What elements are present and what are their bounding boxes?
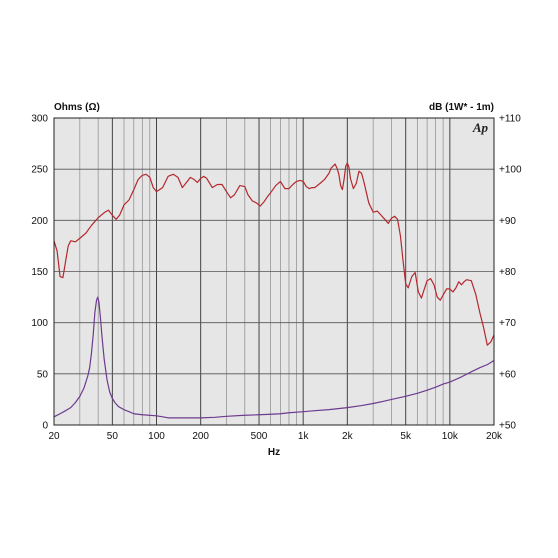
left-tick-label: 0 — [42, 421, 48, 432]
x-tick-label: 5k — [400, 431, 412, 442]
ap-logo: Ap — [472, 120, 489, 135]
right-tick-label: +90 — [499, 216, 516, 227]
x-tick-label: 1k — [298, 431, 310, 442]
left-tick-label: 50 — [37, 369, 49, 380]
x-axis-label: Hz — [268, 447, 280, 458]
left-tick-label: 100 — [31, 318, 48, 329]
x-tick-label: 500 — [251, 431, 268, 442]
right-tick-label: +70 — [499, 318, 516, 329]
right-tick-label: +110 — [499, 114, 521, 125]
x-tick-label: 100 — [148, 431, 165, 442]
right-axis-label: dB (1W* - 1m) — [429, 102, 494, 113]
x-tick-label: 20k — [486, 431, 503, 442]
left-tick-label: 250 — [31, 165, 48, 176]
x-tick-label: 200 — [192, 431, 209, 442]
x-tick-label: 10k — [442, 431, 459, 442]
left-tick-label: 150 — [31, 267, 48, 278]
right-tick-label: +100 — [499, 165, 522, 176]
right-tick-label: +80 — [499, 267, 516, 278]
left-axis-label: Ohms (Ω) — [54, 102, 100, 113]
impedance-curve — [53, 296, 495, 419]
left-tick-label: 300 — [31, 114, 48, 125]
plot-frame — [53, 117, 495, 426]
right-tick-label: +60 — [499, 369, 516, 380]
x-tick-label: 20 — [48, 431, 60, 442]
x-tick-label: 50 — [107, 431, 119, 442]
tick-labels: 20 50 100 200 500 1k 2k 5k 10k 20k 0 50 100 150 200 250… — [31, 114, 522, 443]
spl-curve — [53, 162, 495, 346]
x-tick-label: 2k — [342, 431, 354, 442]
series-layer — [53, 162, 495, 419]
right-tick-label: +50 — [499, 421, 516, 432]
left-tick-label: 200 — [31, 216, 48, 227]
